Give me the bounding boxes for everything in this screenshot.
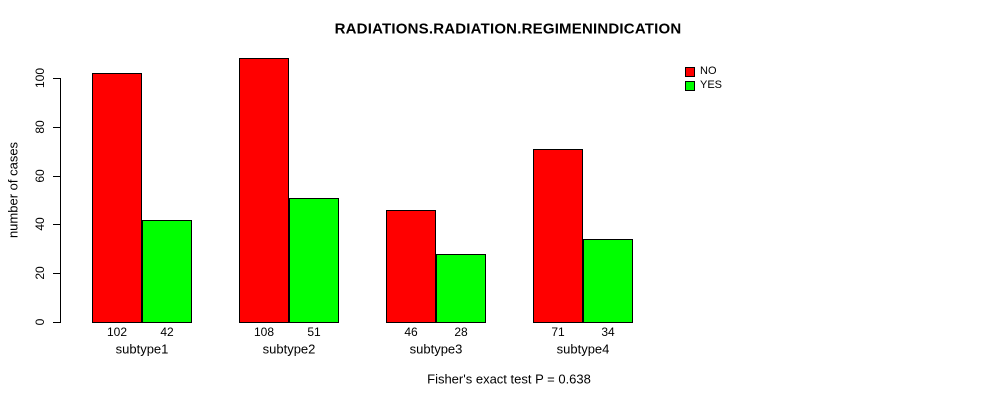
chart-title: RADIATIONS.RADIATION.REGIMENINDICATION <box>334 20 682 38</box>
y-tick-label: 80 <box>33 120 47 134</box>
y-tick-label: 20 <box>33 266 47 280</box>
legend: NO YES <box>685 66 722 94</box>
bar-yes-subtype1 <box>142 220 192 323</box>
y-tick-mark <box>53 322 61 323</box>
bar-yes-subtype2 <box>289 198 339 323</box>
y-tick-mark <box>53 78 61 79</box>
bar-value-label-no-subtype3: 46 <box>404 325 418 339</box>
x-category-label-subtype4: subtype4 <box>556 341 610 357</box>
y-tick-mark <box>53 273 61 274</box>
bar-value-label-no-subtype4: 71 <box>551 325 565 339</box>
y-tick-label: 100 <box>33 67 47 89</box>
bar-yes-subtype3 <box>436 254 486 323</box>
bar-value-label-yes-subtype2: 51 <box>307 325 321 339</box>
bar-value-label-yes-subtype1: 42 <box>160 325 174 339</box>
x-category-label-subtype1: subtype1 <box>115 341 169 357</box>
legend-label-no: NO <box>700 65 717 77</box>
bar-no-subtype4 <box>533 149 583 323</box>
bar-value-label-no-subtype1: 102 <box>106 325 128 339</box>
y-tick-label: 0 <box>33 318 47 326</box>
legend-swatch-yes <box>685 80 695 91</box>
bar-no-subtype2 <box>239 58 289 323</box>
y-tick-label: 40 <box>33 217 47 231</box>
bar-value-label-no-subtype2: 108 <box>253 325 275 339</box>
bar-value-label-yes-subtype3: 28 <box>454 325 468 339</box>
legend-item-no: NO <box>685 66 722 77</box>
legend-swatch-no <box>685 66 695 77</box>
x-category-label-subtype2: subtype2 <box>262 341 316 357</box>
y-axis-line <box>60 78 61 323</box>
fisher-test-annotation: Fisher's exact test P = 0.638 <box>427 371 591 387</box>
y-tick-mark <box>53 224 61 225</box>
x-category-label-subtype3: subtype3 <box>409 341 463 357</box>
bar-no-subtype1 <box>92 73 142 323</box>
legend-item-yes: YES <box>685 80 722 91</box>
bar-no-subtype3 <box>386 210 436 323</box>
y-tick-label: 60 <box>33 169 47 183</box>
bar-value-label-yes-subtype4: 34 <box>601 325 615 339</box>
legend-label-yes: YES <box>700 79 723 91</box>
bar-yes-subtype4 <box>583 239 633 323</box>
y-tick-mark <box>53 176 61 177</box>
y-tick-mark <box>53 127 61 128</box>
